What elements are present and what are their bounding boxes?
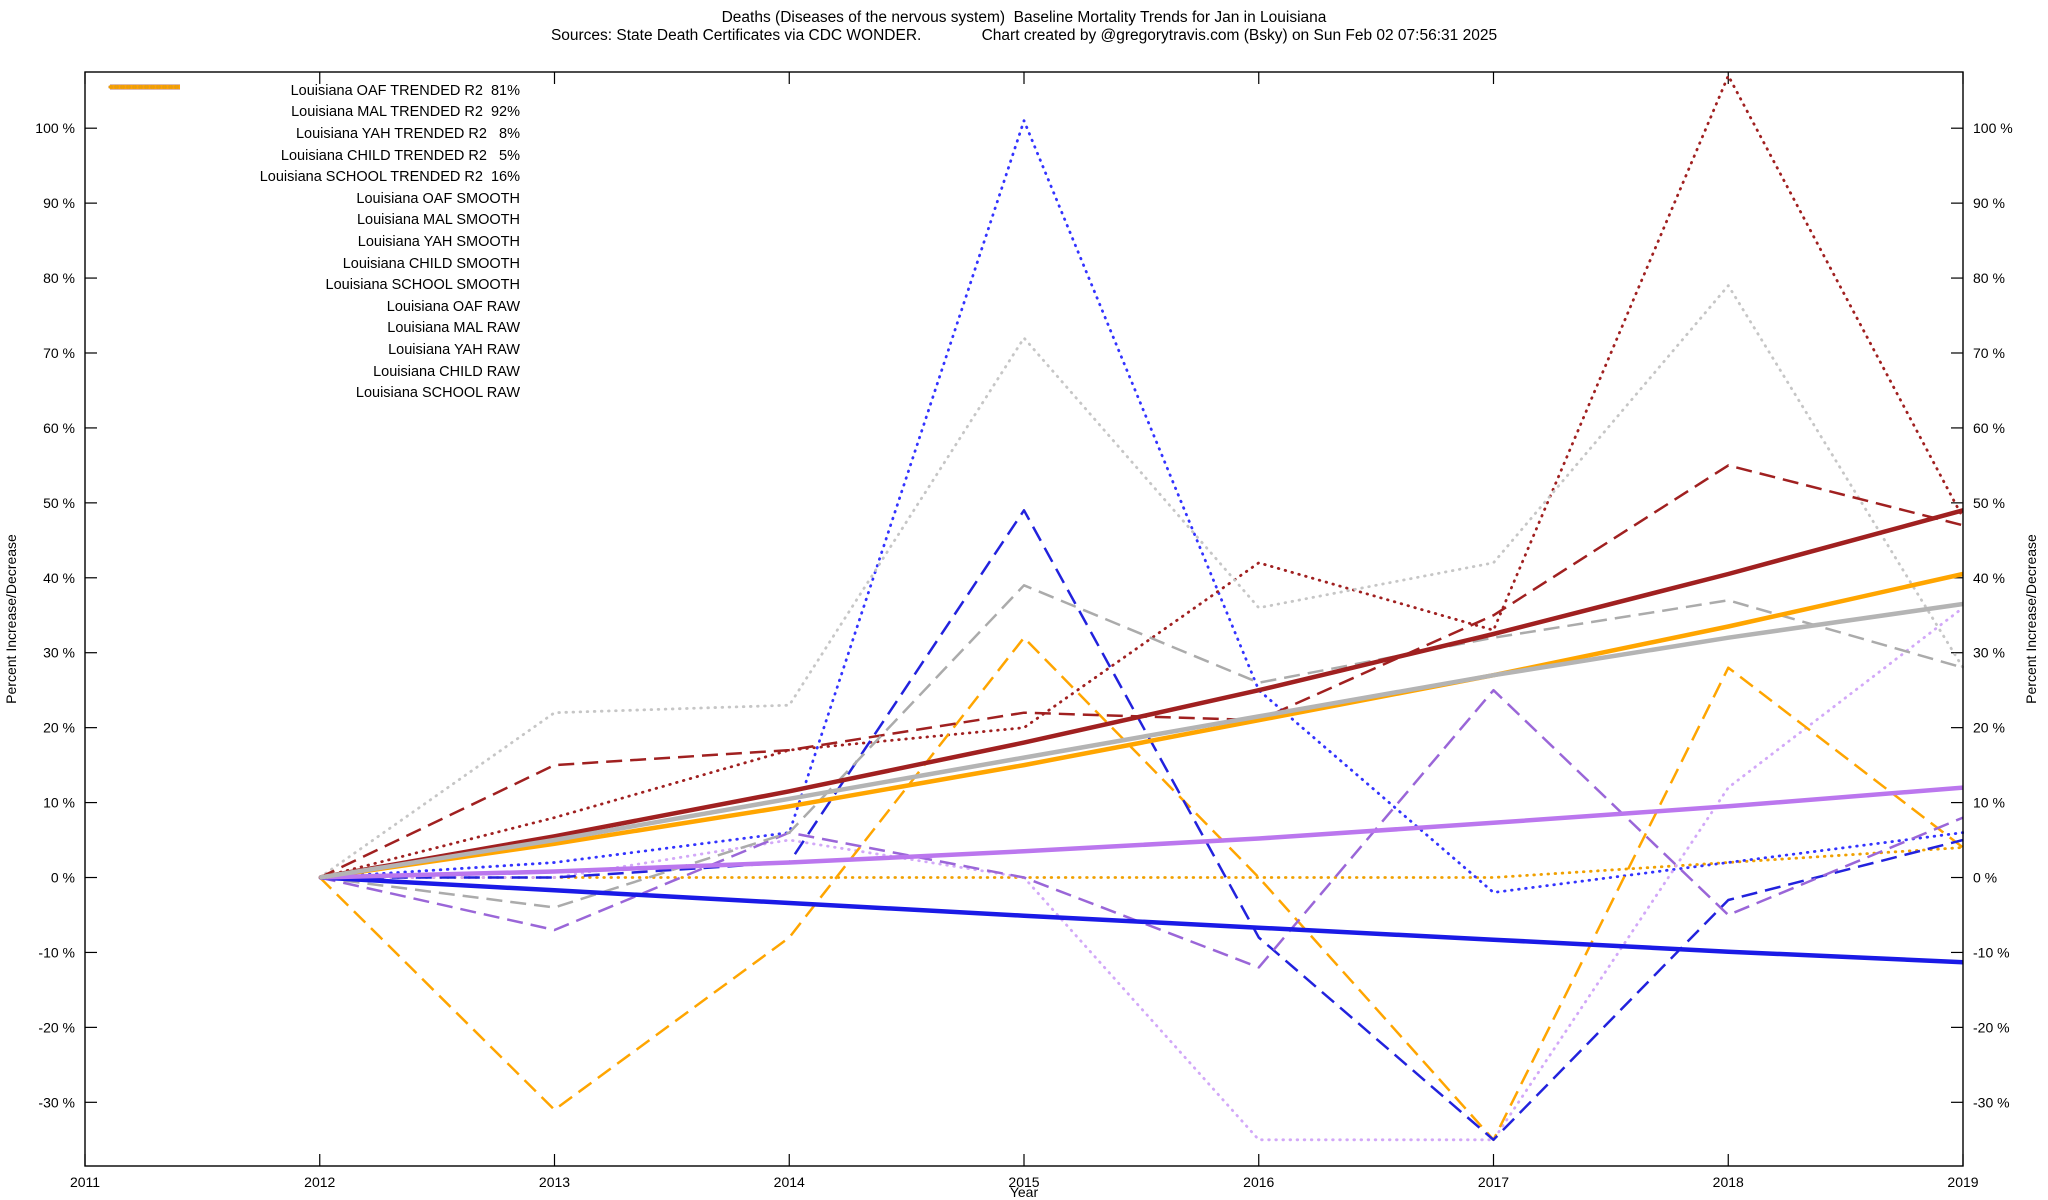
legend-item: Louisiana OAF RAW xyxy=(96,85,520,318)
legend-item: Louisiana MAL RAW xyxy=(96,85,520,340)
legend-item: Louisiana OAF SMOOTH xyxy=(96,85,520,210)
y-tick-label-right: 30 % xyxy=(1973,645,2005,661)
legend-item: Louisiana SCHOOL RAW xyxy=(96,85,520,404)
y-tick-label-left: 90 % xyxy=(43,195,75,211)
y-tick-label-right: -10 % xyxy=(1973,944,2010,960)
series-line xyxy=(319,571,1964,880)
x-tick-label: 2016 xyxy=(1243,1174,1274,1190)
legend-item-label: Louisiana OAF RAW xyxy=(386,298,520,315)
y-tick-label-left: -30 % xyxy=(38,1094,75,1110)
legend-item: Louisiana SCHOOL TRENDED R2 16% xyxy=(96,84,520,188)
y-tick-label-left: 60 % xyxy=(43,420,75,436)
y-tick-label-left: 100 % xyxy=(35,120,75,136)
y-tick-label-left: 30 % xyxy=(43,645,75,661)
y-tick-label-left: 40 % xyxy=(43,570,75,586)
series-line xyxy=(319,785,1964,880)
y-tick-label-left: -10 % xyxy=(38,944,75,960)
x-tick-label: 2013 xyxy=(539,1174,570,1190)
series-line xyxy=(319,509,1964,1142)
x-tick-label: 2011 xyxy=(70,1174,100,1190)
legend-item: Louisiana YAH RAW xyxy=(96,85,520,361)
y-tick-label-left: -20 % xyxy=(38,1019,75,1035)
y-tick-label-right: -20 % xyxy=(1973,1019,2010,1035)
legend-item-label: Louisiana OAF SMOOTH xyxy=(356,190,520,207)
series-line xyxy=(319,875,1964,965)
legend-item-label: Louisiana YAH SMOOTH xyxy=(357,233,520,250)
series-line xyxy=(319,508,1964,880)
y-tick-label-left: 20 % xyxy=(43,720,75,736)
y-tick-label-left: 10 % xyxy=(43,795,75,811)
series-line xyxy=(318,284,1964,879)
plot-border xyxy=(84,71,1964,1167)
axis-ticks: -30 % -30 % -20 % -20 % -10 % -10 % 0 % 0 % 10 %… xyxy=(35,72,2013,1190)
y-tick-label-left: 70 % xyxy=(43,345,75,361)
y-tick-label-right: 0 % xyxy=(1973,870,1997,886)
legend-item-label: Louisiana OAF TRENDED R2 81% xyxy=(290,82,520,99)
legend-item-label: Louisiana SCHOOL TRENDED R2 16% xyxy=(259,169,520,186)
series-line xyxy=(319,688,1964,969)
legend-item-label: Louisiana CHILD RAW xyxy=(373,363,520,380)
y-tick-label-right: 60 % xyxy=(1973,420,2005,436)
series-lines xyxy=(318,74,1964,1142)
legend: Louisiana OAF TRENDED R2 81% Louisiana MA… xyxy=(96,80,520,404)
y-tick-label-right: 50 % xyxy=(1973,495,2005,511)
legend-item-label: Louisiana YAH TRENDED R2 8% xyxy=(295,125,520,142)
legend-item: Louisiana YAH SMOOTH xyxy=(96,85,520,253)
legend-item-label: Louisiana SCHOOL RAW xyxy=(355,385,520,402)
y-tick-label-right: 20 % xyxy=(1973,720,2005,736)
legend-item-label: Louisiana SCHOOL SMOOTH xyxy=(325,277,520,294)
x-tick-label: 2015 xyxy=(1008,1174,1039,1190)
y-tick-label-right: -30 % xyxy=(1973,1094,2010,1110)
series-line xyxy=(318,119,1964,894)
y-tick-label-right: 70 % xyxy=(1973,345,2005,361)
legend-item: Louisiana SCHOOL SMOOTH xyxy=(96,85,520,296)
y-tick-label-right: 90 % xyxy=(1973,195,2005,211)
legend-item: Louisiana CHILD TRENDED R2 5% xyxy=(96,84,520,167)
x-tick-label: 2014 xyxy=(774,1174,805,1190)
y-tick-label-left: 50 % xyxy=(43,495,75,511)
legend-item: Louisiana CHILD SMOOTH xyxy=(96,85,520,275)
series-line xyxy=(318,74,1964,879)
legend-item: Louisiana YAH TRENDED R2 8% xyxy=(96,84,520,145)
y-axis-label-right: Percent Increase/Decrease xyxy=(2023,534,2039,704)
legend-item: Louisiana MAL TRENDED R2 92% xyxy=(96,84,520,124)
x-axis-label: Year xyxy=(1010,1184,1039,1200)
legend-line-sample xyxy=(108,85,182,89)
series-line xyxy=(319,464,1964,879)
x-tick-label: 2018 xyxy=(1713,1174,1744,1190)
y-tick-label-left: 0 % xyxy=(51,870,75,886)
series-line xyxy=(318,846,1964,879)
legend-item-label: Louisiana YAH RAW xyxy=(388,341,520,358)
x-tick-label: 2019 xyxy=(1947,1174,1978,1190)
x-tick-label: 2017 xyxy=(1478,1174,1509,1190)
series-line xyxy=(318,606,1964,1142)
legend-item-label: Louisiana MAL RAW xyxy=(387,320,520,337)
legend-item-label: Louisiana MAL SMOOTH xyxy=(356,212,520,229)
x-tick-label: 2012 xyxy=(304,1174,335,1190)
y-tick-label-right: 100 % xyxy=(1973,120,2013,136)
chart-subtitle: Sources: State Death Certificates via CD… xyxy=(550,27,1498,44)
legend-item-label: Louisiana CHILD TRENDED R2 5% xyxy=(280,147,520,164)
series-line xyxy=(319,601,1964,880)
y-tick-label-right: 10 % xyxy=(1973,795,2005,811)
y-axis-label-left: Percent Increase/Decrease xyxy=(3,534,19,704)
legend-item-label: Louisiana MAL TRENDED R2 92% xyxy=(291,104,520,121)
legend-item: Louisiana MAL SMOOTH xyxy=(96,85,520,232)
series-line xyxy=(319,584,1964,909)
y-tick-label-left: 80 % xyxy=(43,270,75,286)
chart-title: Deaths (Diseases of the nervous system) … xyxy=(721,9,1327,26)
legend-item-label: Louisiana CHILD SMOOTH xyxy=(342,255,520,272)
y-tick-label-right: 40 % xyxy=(1973,570,2005,586)
y-tick-label-right: 80 % xyxy=(1973,270,2005,286)
legend-item: Louisiana CHILD RAW xyxy=(96,85,520,383)
